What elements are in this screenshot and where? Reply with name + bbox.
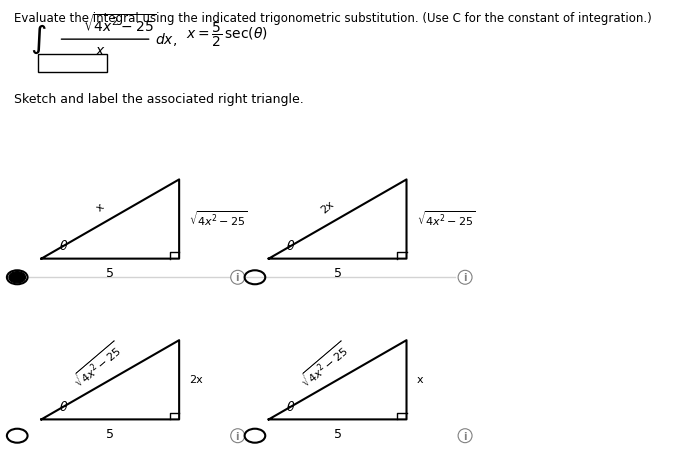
Text: $\mathbf{i}$: $\mathbf{i}$ (463, 430, 467, 442)
Text: Sketch and label the associated right triangle.: Sketch and label the associated right tr… (14, 93, 304, 106)
Text: $\sqrt{4x^2-25}$: $\sqrt{4x^2-25}$ (417, 210, 476, 228)
Text: $\sqrt{4x^2-25}$: $\sqrt{4x^2-25}$ (69, 339, 126, 391)
Text: $dx,$: $dx,$ (155, 31, 177, 48)
Text: 5: 5 (333, 267, 342, 280)
Text: 5: 5 (333, 428, 342, 441)
Text: $\sqrt{4x^2-25}$: $\sqrt{4x^2-25}$ (189, 210, 249, 228)
Text: $\theta$: $\theta$ (286, 400, 296, 414)
Text: x: x (417, 375, 424, 385)
FancyBboxPatch shape (38, 54, 107, 72)
Text: Evaluate the integral using the indicated trigonometric substitution. (Use C for: Evaluate the integral using the indicate… (14, 12, 652, 25)
Text: $x$: $x$ (94, 44, 105, 58)
Text: $\theta$: $\theta$ (286, 239, 296, 253)
Text: $\mathbf{i}$: $\mathbf{i}$ (463, 271, 467, 283)
Text: $\sqrt{4x^2-25}$: $\sqrt{4x^2-25}$ (296, 339, 353, 391)
Circle shape (9, 272, 25, 283)
Text: 5: 5 (106, 267, 114, 280)
Text: $x = \dfrac{5}{2}\,\mathrm{sec}(\theta)$: $x = \dfrac{5}{2}\,\mathrm{sec}(\theta)$ (186, 21, 268, 49)
Text: $\int$: $\int$ (30, 23, 46, 56)
Text: $\mathbf{i}$: $\mathbf{i}$ (236, 430, 240, 442)
Text: $\sqrt{4x^2-25}$: $\sqrt{4x^2-25}$ (83, 14, 156, 35)
Text: 2x: 2x (189, 375, 203, 385)
Text: $\theta$: $\theta$ (59, 239, 68, 253)
Text: 2x: 2x (319, 199, 336, 216)
Text: $\theta$: $\theta$ (59, 400, 68, 414)
Text: x: x (94, 202, 106, 213)
Text: $\mathbf{i}$: $\mathbf{i}$ (236, 271, 240, 283)
Text: 5: 5 (106, 428, 114, 441)
